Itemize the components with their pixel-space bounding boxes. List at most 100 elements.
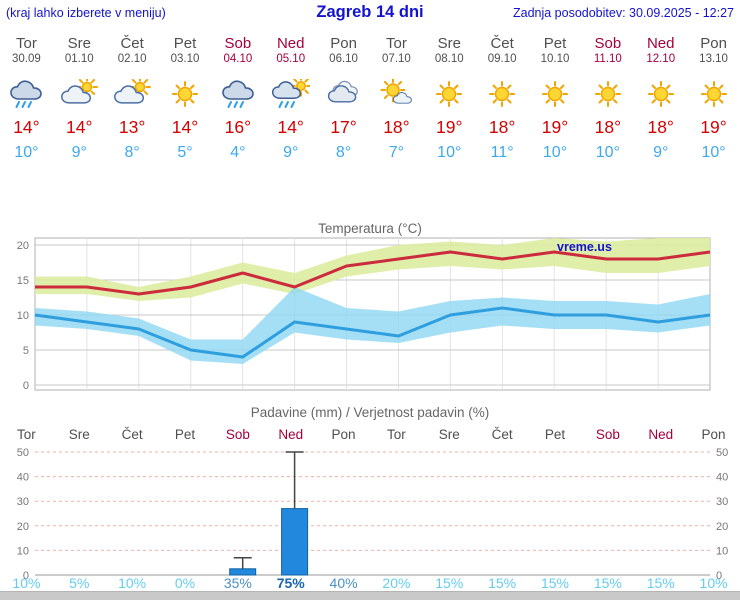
precip-day-label: Pet: [174, 427, 196, 442]
day-date: 02.10: [117, 53, 147, 65]
low-temp: 10°: [542, 144, 568, 161]
svg-text:20: 20: [17, 240, 29, 252]
svg-text:50: 50: [17, 447, 29, 459]
day-name: Čet: [490, 35, 514, 52]
day-name: Pet: [173, 35, 197, 52]
day-date: 30.09: [12, 53, 41, 65]
high-temp: 17°: [330, 117, 357, 137]
weather-icon-sun: [159, 77, 212, 111]
day-column-2[interactable]: Sre 01.10 14° 9°: [53, 30, 106, 162]
precip-probability: 15%: [488, 575, 517, 591]
precip-whisker: [233, 557, 252, 569]
low-temp: 8°: [335, 144, 352, 161]
svg-text:50: 50: [716, 447, 728, 459]
weather-icon-sun: [581, 77, 634, 111]
precip-probability: 35%: [223, 575, 252, 591]
day-date: 08.10: [434, 53, 464, 65]
precip-day-label: Tor: [17, 427, 36, 442]
high-temp: 18°: [488, 117, 516, 137]
svg-text:10: 10: [716, 545, 728, 557]
day-column-10[interactable]: Čet 09.10 18° 11°: [476, 30, 529, 162]
high-temp: 14°: [13, 117, 40, 137]
high-temp: 19°: [700, 117, 727, 137]
precip-bar: [229, 568, 257, 576]
svg-text:40: 40: [17, 472, 29, 484]
day-date: 06.10: [329, 53, 358, 65]
day-column-7[interactable]: Pon 06.10 17° 8°: [317, 30, 370, 162]
precip-day-label: Čet: [491, 427, 513, 442]
weather-icon-partly: [53, 77, 106, 111]
precip-probability: 75%: [276, 575, 305, 591]
day-column-6[interactable]: Ned 05.10 14° 9°: [264, 30, 317, 162]
day-date: 13.10: [699, 53, 728, 65]
day-name: Ned: [276, 35, 305, 52]
weather-icon-mostly-sunny: [370, 77, 423, 111]
day-column-9[interactable]: Sre 08.10 19° 10°: [423, 30, 476, 162]
svg-text:30: 30: [716, 496, 728, 508]
precip-chart-title: Padavine (mm) / Verjetnost padavin (%): [250, 405, 490, 420]
svg-text:10: 10: [17, 545, 29, 557]
svg-text:20: 20: [716, 521, 728, 533]
day-column-12[interactable]: Sob 11.10 18° 10°: [581, 30, 634, 162]
low-temp: 5°: [177, 144, 193, 161]
precipitation-chart: 0 0 10 10 20 20 30 30 40 40 50 50: [17, 447, 729, 582]
precip-probability: 5%: [69, 575, 90, 591]
temp-chart-title: Temperatura (°C): [318, 221, 422, 236]
precip-probability: 10%: [12, 575, 41, 591]
weather-icon-sun: [634, 77, 687, 111]
footer-bar: [0, 591, 740, 600]
svg-text:30: 30: [17, 496, 29, 508]
weather-icon-sun: [476, 77, 529, 111]
svg-text:15: 15: [17, 275, 29, 287]
day-column-5[interactable]: Sob 04.10 16° 4°: [211, 30, 264, 162]
precip-probability: 15%: [435, 575, 464, 591]
day-date: 07.10: [382, 53, 411, 65]
weather-icon-rain: [211, 77, 264, 111]
day-column-11[interactable]: Pet 10.10 19° 10°: [529, 30, 582, 162]
day-column-4[interactable]: Pet 03.10 14° 5°: [159, 30, 212, 162]
high-temp: 14°: [171, 117, 199, 137]
high-temp: 16°: [224, 117, 252, 137]
day-name: Pon: [330, 35, 357, 52]
day-name: Pon: [700, 35, 727, 52]
precip-bar: [281, 508, 309, 576]
high-temp: 14°: [277, 117, 304, 137]
high-temp: 13°: [118, 117, 146, 137]
location-menu-note: (kraj lahko izberete v meniju): [6, 6, 166, 20]
precip-day-label: Pon: [701, 427, 726, 442]
precip-y-axis-labels: 0 0 10 10 20 20 30 30 40 40 50 50: [17, 447, 729, 582]
low-temp: 10°: [595, 144, 620, 161]
precip-day-label: Sob: [225, 427, 250, 442]
high-temp: 14°: [66, 117, 93, 137]
day-column-8[interactable]: Tor 07.10 18° 7°: [370, 30, 423, 162]
day-column-1[interactable]: Tor 30.09 14° 10°: [0, 30, 53, 162]
svg-text:10: 10: [17, 310, 29, 322]
day-name: Pet: [543, 35, 567, 52]
forecast-days-row: Tor 30.09 14° 10° Sre 01.10 14° 9° Čet 02.10 13° 8°…: [0, 30, 740, 162]
low-temp: 9°: [283, 144, 299, 161]
day-date: 04.10: [223, 53, 253, 65]
low-temp: 10°: [14, 144, 39, 161]
day-name: Sre: [67, 35, 91, 52]
weather-icon-sun: [423, 77, 476, 111]
day-name: Sre: [437, 35, 461, 52]
precip-probability: 20%: [382, 575, 411, 591]
low-temp: 10°: [701, 144, 726, 161]
day-column-14[interactable]: Pon 13.10 19° 10°: [687, 30, 740, 162]
weather-icon-cloudy: [317, 77, 370, 111]
last-update: Zadnja posodobitev: 30.09.2025 - 12:27: [512, 6, 734, 20]
svg-text:0: 0: [23, 570, 29, 582]
day-date: 10.10: [540, 53, 570, 65]
day-date: 03.10: [170, 53, 200, 65]
day-name: Ned: [646, 35, 675, 52]
precip-probability: 15%: [593, 575, 622, 591]
precip-day-label: Sre: [68, 427, 90, 442]
low-temp: 8°: [124, 144, 140, 161]
temp-y-axis-labels: 0 5 10 15 20: [17, 240, 29, 392]
weather-icon-sun: [687, 77, 740, 111]
day-name: Čet: [120, 35, 144, 52]
day-date: 11.10: [593, 53, 622, 65]
svg-text:0: 0: [716, 570, 722, 582]
day-column-13[interactable]: Ned 12.10 18° 9°: [634, 30, 687, 162]
day-column-3[interactable]: Čet 02.10 13° 8°: [106, 30, 159, 162]
